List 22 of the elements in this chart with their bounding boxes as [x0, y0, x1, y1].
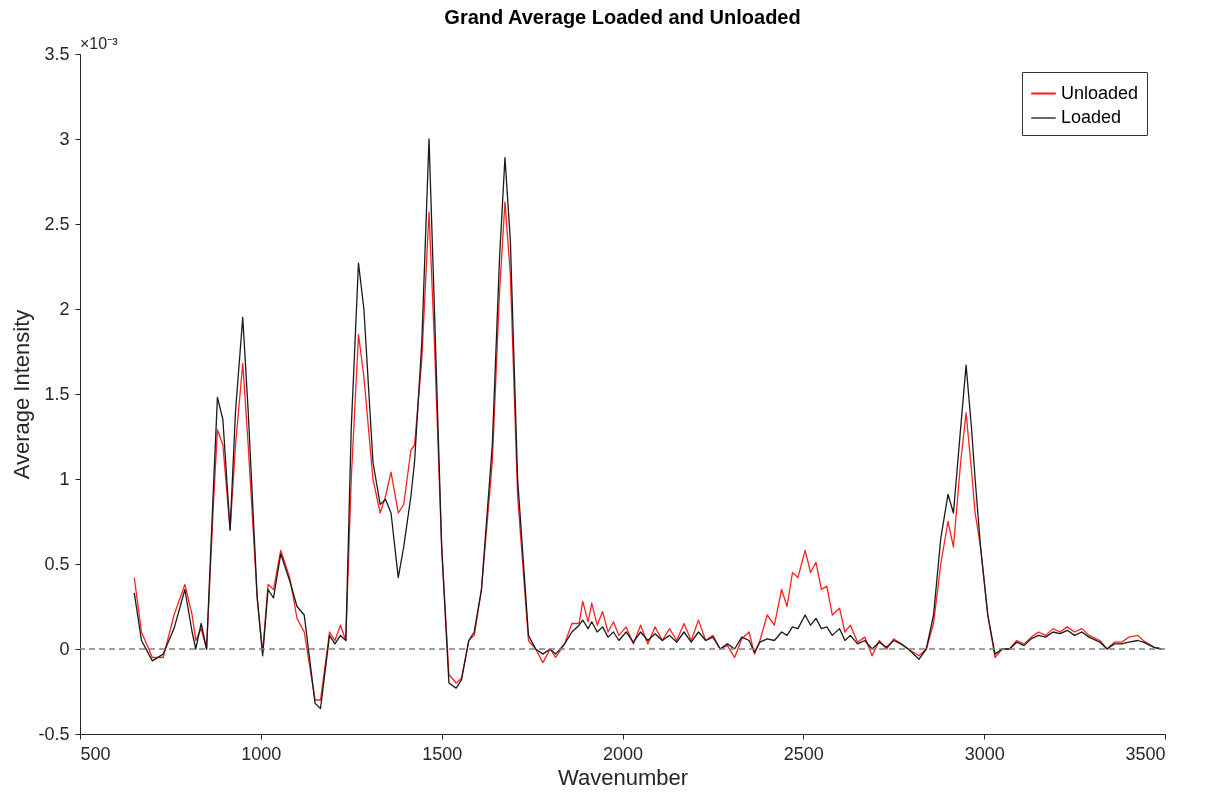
y-axis-title: Average Intensity — [9, 309, 35, 480]
legend-label: Unloaded — [1061, 82, 1139, 103]
x-tick-label: 3000 — [964, 743, 1005, 764]
x-tick-label: 2500 — [783, 743, 824, 764]
y-tick-label: 0 — [59, 638, 70, 659]
x-tick-label: 1000 — [241, 743, 282, 764]
y-tick-label: -0.5 — [38, 723, 70, 744]
x-tick-label: 500 — [80, 743, 111, 764]
legend-label: Loaded — [1061, 107, 1122, 127]
x-axis-title: Wavenumber — [557, 764, 689, 790]
y-tick-label: 0.5 — [44, 553, 70, 574]
y-tick-label: 2 — [59, 298, 70, 319]
x-tick-label: 3500 — [1125, 743, 1166, 764]
y-tick-label: 1.5 — [44, 383, 70, 404]
y-tick-label: 1 — [59, 468, 70, 489]
y-tick-label: 3 — [59, 128, 70, 149]
chart-title: Grand Average Loaded and Unloaded — [444, 6, 801, 28]
x-tick-label: 1500 — [422, 743, 463, 764]
text: ×10⁻³ — [80, 35, 119, 52]
y-tick-label: 2.5 — [44, 213, 70, 234]
x-tick-label: 2000 — [602, 743, 644, 764]
y-tick-label: 3.5 — [44, 43, 70, 64]
